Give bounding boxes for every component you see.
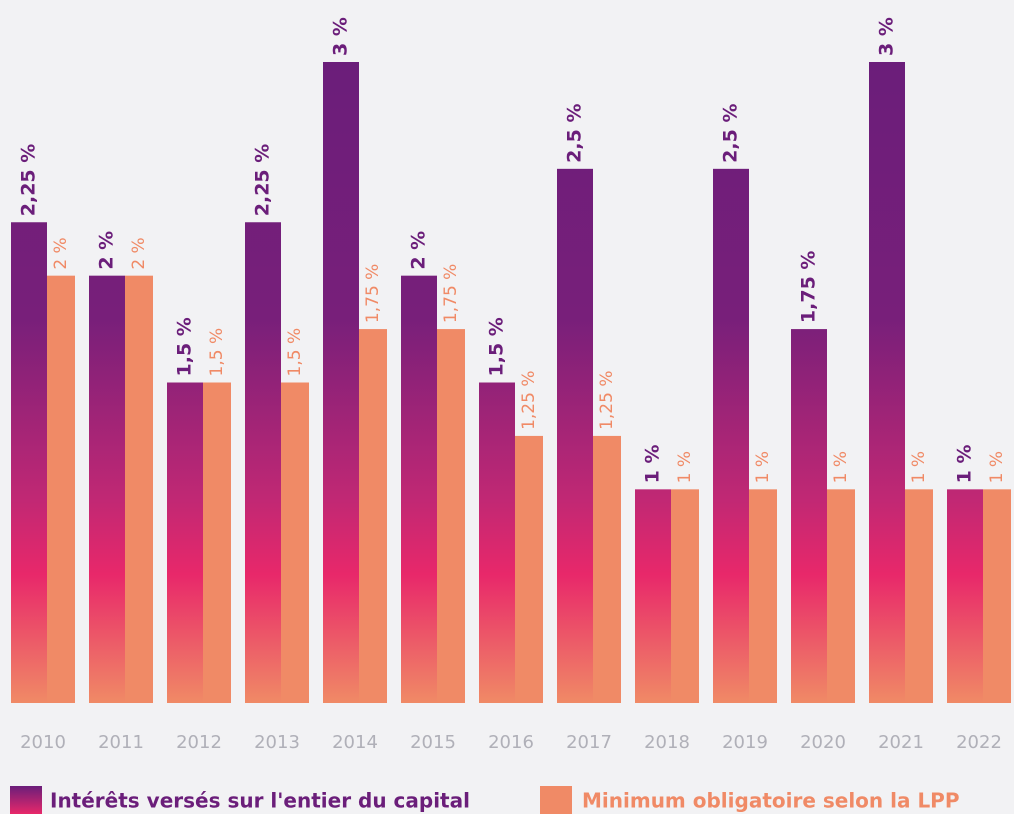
x-tick-label: 2012 [176, 732, 222, 753]
bar [557, 168, 593, 704]
value-label: 1 % [954, 444, 976, 483]
bar [869, 62, 905, 703]
bar [47, 275, 75, 703]
legend-label: Minimum obligatoire selon la LPP [582, 789, 960, 813]
value-label: 1,25 % [597, 370, 617, 429]
bar [827, 489, 855, 703]
bar [635, 489, 671, 703]
value-label: 1,25 % [519, 370, 539, 429]
bar [323, 62, 359, 703]
value-label: 1,75 % [798, 251, 820, 324]
value-label: 3 % [876, 17, 898, 56]
bar [593, 435, 621, 703]
x-tick-label: 2019 [722, 732, 768, 753]
value-label: 1,5 % [285, 328, 305, 377]
value-label: 1,5 % [486, 317, 508, 376]
x-tick-label: 2020 [800, 732, 846, 753]
value-label: 1,75 % [363, 264, 383, 323]
bar [359, 329, 387, 703]
x-tick-label: 2022 [956, 732, 1002, 753]
value-label: 1 % [987, 451, 1007, 483]
x-tick-label: 2017 [566, 732, 612, 753]
bar [713, 168, 749, 704]
bar [125, 275, 153, 703]
bar [479, 382, 515, 703]
x-tick-label: 2011 [98, 732, 144, 753]
value-label: 1 % [642, 444, 664, 483]
bar [11, 222, 47, 703]
bar [167, 382, 203, 703]
bar [947, 489, 983, 703]
bar [437, 329, 465, 703]
bar [671, 489, 699, 703]
x-tick-label: 2015 [410, 732, 456, 753]
value-label: 1,5 % [174, 317, 196, 376]
value-label: 2,5 % [720, 104, 742, 163]
value-label: 2 % [129, 237, 149, 269]
legend-swatch [540, 786, 572, 814]
bar [281, 382, 309, 703]
x-tick-label: 2018 [644, 732, 690, 753]
bar [515, 435, 543, 703]
x-tick-label: 2010 [20, 732, 66, 753]
x-tick-label: 2021 [878, 732, 924, 753]
value-label: 2 % [51, 237, 71, 269]
x-tick-label: 2014 [332, 732, 378, 753]
value-label: 1,5 % [207, 328, 227, 377]
value-label: 1 % [909, 451, 929, 483]
bar [749, 489, 777, 703]
value-label: 2,25 % [252, 144, 274, 217]
value-label: 2 % [408, 231, 430, 270]
bar [203, 382, 231, 703]
value-label: 2 % [96, 231, 118, 270]
bar [791, 329, 827, 703]
value-label: 1 % [675, 451, 695, 483]
bar [401, 275, 437, 703]
legend-label: Intérêts versés sur l'entier du capital [50, 789, 470, 813]
legend-swatch [10, 786, 42, 814]
bar [983, 489, 1011, 703]
value-label: 2,25 % [18, 144, 40, 217]
x-tick-label: 2016 [488, 732, 534, 753]
bar [905, 489, 933, 703]
x-tick-label: 2013 [254, 732, 300, 753]
value-label: 1 % [831, 451, 851, 483]
bar [89, 275, 125, 703]
value-label: 3 % [330, 17, 352, 56]
value-label: 2,5 % [564, 104, 586, 163]
value-label: 1,75 % [441, 264, 461, 323]
value-label: 1 % [753, 451, 773, 483]
bar [245, 222, 281, 703]
